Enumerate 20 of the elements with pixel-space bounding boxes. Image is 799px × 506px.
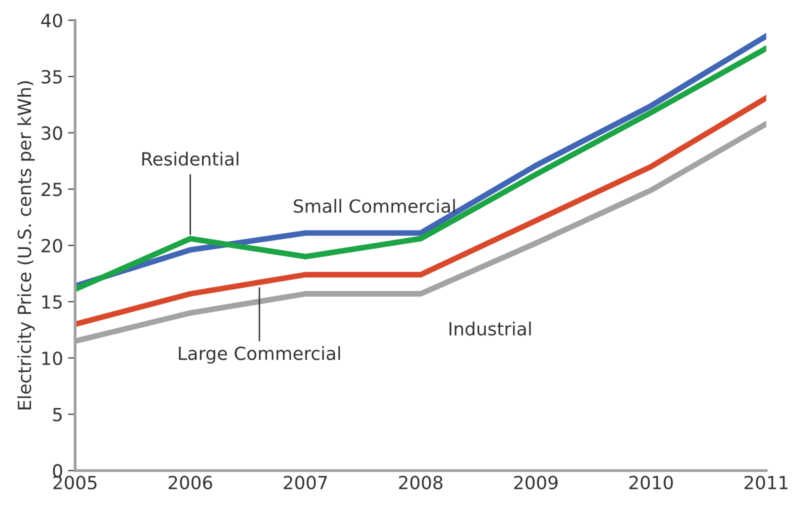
x-tick-label: 2008	[399, 476, 442, 490]
x-tick-label: 2005	[53, 476, 97, 490]
x-tick-label: 2007	[284, 476, 327, 490]
y-tick-label: 30	[42, 126, 62, 140]
y-tick-label: 25	[42, 182, 62, 196]
x-tick-label: 2009	[514, 476, 558, 490]
annotation: Large Commercial	[178, 346, 340, 364]
y-axis-title: Electricity Price (U.S. cents per kWh)	[17, 81, 35, 410]
x-tick-label: 2011	[744, 476, 788, 490]
annotation: Industrial	[450, 322, 531, 336]
y-tick-label: 35	[42, 70, 62, 84]
y-tick-label: 40	[41, 14, 62, 28]
y-tick-label: 15	[42, 295, 62, 309]
y-tick-label: 20	[42, 238, 62, 253]
x-tick-label: 2010	[629, 476, 673, 490]
y-tick-label: 10	[42, 351, 62, 366]
annotation: Small Commercial	[294, 198, 455, 213]
x-tick-label: 2006	[168, 476, 212, 490]
y-tick-label: 5	[53, 408, 62, 422]
annotation: Residential	[142, 152, 238, 166]
